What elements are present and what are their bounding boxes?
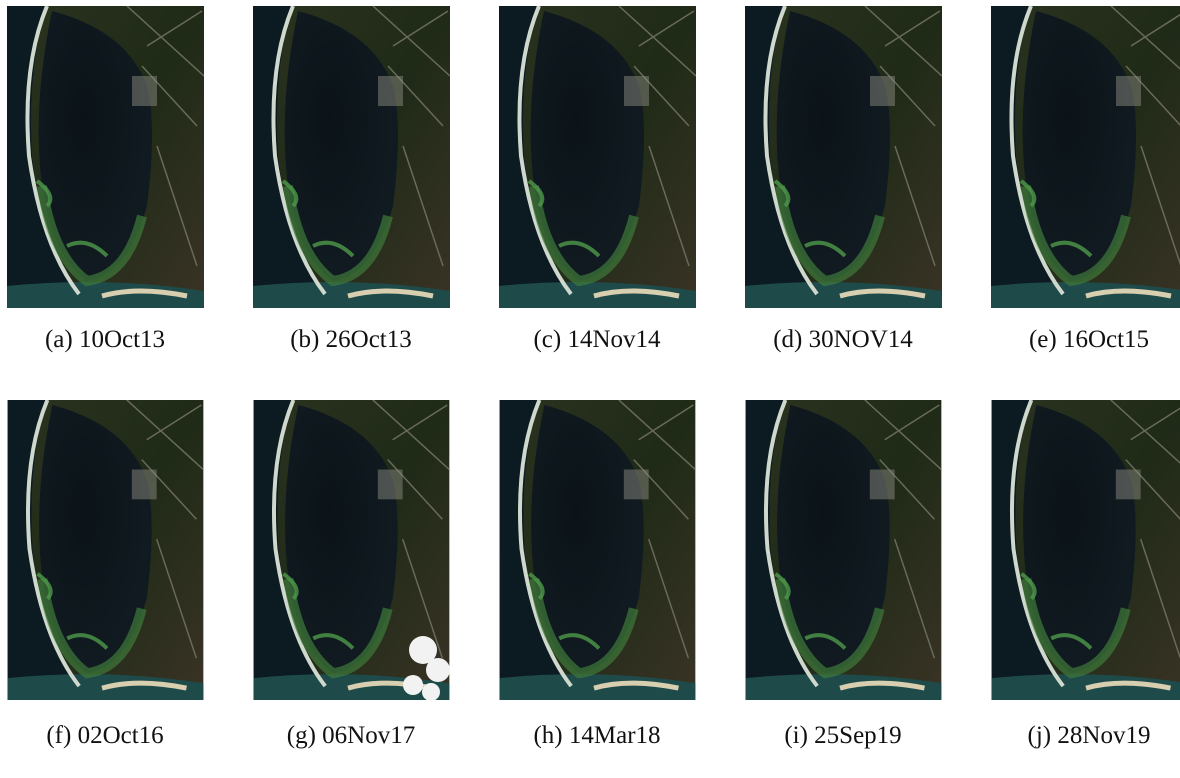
satellite-image: [7, 6, 204, 308]
satellite-image: [745, 400, 942, 700]
image-content: [745, 6, 942, 308]
caption-date: 06Nov17: [322, 722, 415, 749]
image-content: [500, 400, 696, 700]
caption-date: 30NOV14: [809, 326, 913, 353]
caption-label: (i): [784, 722, 808, 749]
caption-label: (h): [533, 722, 562, 749]
caption-label: (b): [290, 326, 319, 353]
image: [991, 6, 1180, 308]
caption: (b) 26Oct13: [228, 326, 474, 354]
caption-label: (g): [287, 722, 316, 749]
satellite-image: [253, 400, 450, 700]
caption: (d) 30NOV14: [720, 326, 966, 354]
caption-label: (c): [533, 326, 561, 353]
caption-label: (a): [45, 326, 73, 353]
caption: (j) 28Nov19: [966, 722, 1180, 750]
satellite-image: [7, 400, 204, 700]
caption: (e) 16Oct15: [966, 326, 1180, 354]
satellite-image: [499, 6, 696, 308]
image: [499, 6, 696, 308]
caption-date: 02Oct16: [78, 722, 164, 749]
image: [499, 400, 696, 700]
caption-label: (f): [46, 722, 71, 749]
image-content: [499, 6, 696, 308]
image: [253, 400, 450, 700]
satellite-image: [991, 400, 1180, 700]
cloud: [403, 675, 423, 695]
caption: (f) 02Oct16: [0, 722, 228, 750]
satellite-image: [991, 6, 1180, 308]
caption-label: (j): [1028, 722, 1052, 749]
satellite-image: [745, 6, 942, 308]
satellite-image: [499, 400, 696, 700]
caption: (c) 14Nov14: [474, 326, 720, 354]
caption-date: 14Nov14: [567, 326, 660, 353]
caption-label: (e): [1029, 326, 1057, 353]
caption: (g) 06Nov17: [228, 722, 474, 750]
caption: (i) 25Sep19: [720, 722, 966, 750]
image: [253, 6, 450, 308]
caption-date: 28Nov19: [1057, 722, 1150, 749]
figure: (a) 10Oct13(b) 26Oct13(c) 14Nov14(d) 30N…: [0, 0, 1180, 778]
caption-date: 26Oct13: [326, 326, 412, 353]
satellite-image: [253, 6, 450, 308]
image: [7, 400, 204, 700]
caption-date: 14Mar18: [569, 722, 661, 749]
image: [745, 6, 942, 308]
image: [991, 400, 1180, 700]
image: [7, 6, 204, 308]
caption: (a) 10Oct13: [0, 326, 228, 354]
caption-date: 10Oct13: [79, 326, 165, 353]
caption: (h) 14Mar18: [474, 722, 720, 750]
image-content: [991, 6, 1180, 308]
image-content: [746, 400, 942, 700]
caption-label: (d): [773, 326, 802, 353]
cloud: [426, 658, 450, 682]
image-content: [253, 6, 450, 308]
image: [745, 400, 942, 700]
image-content: [8, 400, 204, 700]
image-content: [7, 6, 204, 308]
image-content: [992, 400, 1180, 700]
caption-date: 16Oct15: [1063, 326, 1149, 353]
caption-date: 25Sep19: [814, 722, 902, 749]
